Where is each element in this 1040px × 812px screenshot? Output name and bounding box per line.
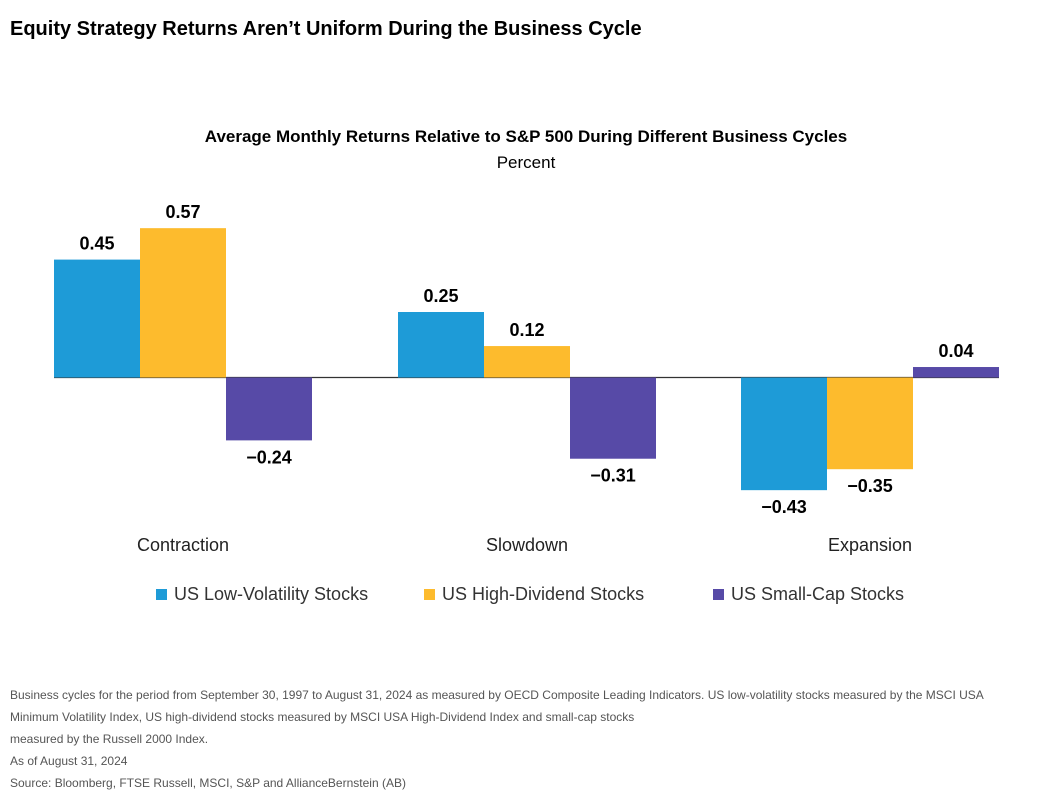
- data-label-expansion-us-low-volatility-stocks: −0.43: [761, 497, 807, 517]
- data-label-contraction-us-small-cap-stocks: −0.24: [246, 447, 292, 467]
- footnote-as-of: As of August 31, 2024: [10, 754, 128, 768]
- page-title: Equity Strategy Returns Aren’t Uniform D…: [10, 18, 642, 40]
- footnotes: Business cycles for the period from Sept…: [10, 684, 1030, 794]
- legend-label-high-dividend: US High-Dividend Stocks: [442, 584, 645, 604]
- legend-label-small-cap: US Small-Cap Stocks: [731, 584, 905, 604]
- bar-contraction-us-high-dividend-stocks: [140, 228, 226, 378]
- bar-expansion-us-low-volatility-stocks: [741, 377, 827, 491]
- category-label-slowdown: Slowdown: [486, 535, 568, 555]
- footnote-methodology: Business cycles for the period from Sept…: [10, 688, 984, 724]
- legend-item-small-cap: US Small-Cap Stocks: [713, 584, 904, 605]
- footnote-methodology-cont: measured by the Russell 2000 Index.: [10, 732, 209, 746]
- data-label-contraction-us-low-volatility-stocks: 0.45: [79, 234, 114, 254]
- data-label-slowdown-us-low-volatility-stocks: 0.25: [423, 286, 458, 306]
- chart-title: Average Monthly Returns Relative to S&P …: [204, 127, 848, 146]
- bar-contraction-us-small-cap-stocks: [226, 377, 312, 441]
- legend-item-low-volatility: US Low-Volatility Stocks: [156, 584, 368, 605]
- footnote-source: Source: Bloomberg, FTSE Russell, MSCI, S…: [10, 776, 406, 790]
- legend-swatch-high-dividend: [424, 589, 435, 600]
- bar-slowdown-us-high-dividend-stocks: [484, 346, 570, 378]
- legend-swatch-low-volatility: [156, 589, 167, 600]
- bar-expansion-us-small-cap-stocks: [913, 367, 999, 378]
- bar-slowdown-us-small-cap-stocks: [570, 377, 656, 459]
- legend-swatch-small-cap: [713, 589, 724, 600]
- data-label-contraction-us-high-dividend-stocks: 0.57: [165, 202, 200, 222]
- bar-chart: 0.45 0.57 −0.24 Contraction 0.25 0.12 −0.31 Slo…: [54, 202, 999, 555]
- data-label-expansion-us-high-dividend-stocks: −0.35: [847, 476, 893, 496]
- data-label-expansion-us-small-cap-stocks: 0.04: [938, 341, 973, 361]
- data-label-slowdown-us-small-cap-stocks: −0.31: [590, 466, 636, 486]
- category-label-expansion: Expansion: [828, 535, 912, 555]
- bar-slowdown-us-low-volatility-stocks: [398, 312, 484, 378]
- bar-contraction-us-low-volatility-stocks: [54, 259, 140, 378]
- legend-label-low-volatility: US Low-Volatility Stocks: [174, 584, 369, 604]
- legend-item-high-dividend: US High-Dividend Stocks: [424, 584, 644, 605]
- chart-legend: US Low-Volatility Stocks US High-Dividen…: [0, 584, 1040, 608]
- data-label-slowdown-us-high-dividend-stocks: 0.12: [509, 320, 544, 340]
- chart-subtitle: Percent: [496, 153, 556, 172]
- category-label-contraction: Contraction: [137, 535, 229, 555]
- bar-expansion-us-high-dividend-stocks: [827, 377, 913, 470]
